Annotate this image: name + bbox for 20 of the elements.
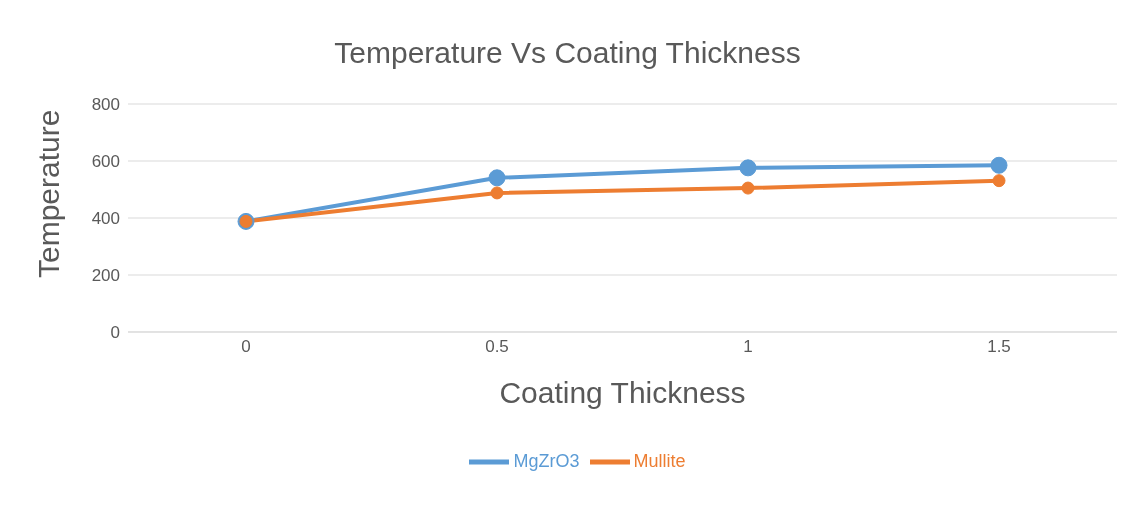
- x-tick-label: 1.5: [987, 337, 1011, 357]
- y-tick-label: 200: [91, 266, 120, 286]
- y-tick-label: 600: [91, 152, 120, 172]
- y-axis-title: Temperature: [31, 109, 65, 278]
- y-tick-label: 400: [91, 209, 120, 229]
- point: [741, 181, 755, 195]
- legend-label: MgZrO3: [513, 450, 580, 471]
- x-tick-label: 1: [743, 337, 753, 357]
- point: [490, 186, 504, 200]
- chart-title: Temperature Vs Coating Thickness: [333, 36, 802, 70]
- point: [739, 159, 757, 177]
- x-tick-label: 0.5: [485, 337, 509, 357]
- y-tick-label: 800: [91, 95, 120, 115]
- point: [488, 169, 506, 187]
- x-axis-title: Coating Thickness: [499, 376, 746, 410]
- y-tick-label: 0: [110, 323, 120, 343]
- point: [990, 156, 1008, 174]
- legend-label: Mullite: [633, 450, 686, 471]
- x-tick-label: 0: [241, 337, 251, 357]
- point: [992, 174, 1006, 188]
